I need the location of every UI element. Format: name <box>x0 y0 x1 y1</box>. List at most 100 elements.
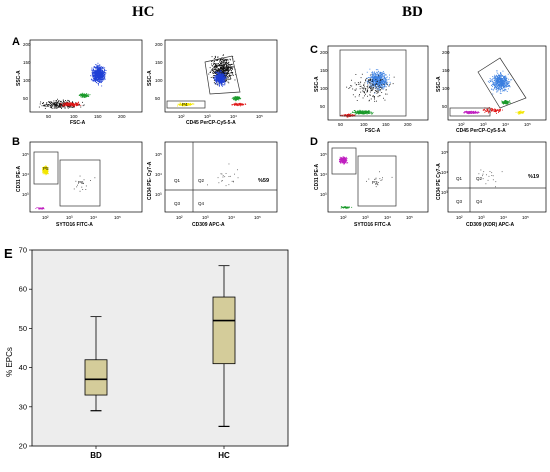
event-dot <box>520 110 522 112</box>
event-dot <box>370 111 372 113</box>
event-dot <box>102 66 104 68</box>
event-dot <box>224 82 226 84</box>
event-dot <box>378 73 380 75</box>
event-dot <box>99 74 101 76</box>
event-dot <box>185 103 187 105</box>
event-dot <box>237 98 239 100</box>
event-dot <box>382 88 384 90</box>
event-dot <box>86 93 88 94</box>
event-dot <box>219 69 221 71</box>
event-dot <box>95 76 97 78</box>
event-dot <box>78 102 79 104</box>
event-dot <box>46 172 47 174</box>
event-dot <box>503 82 505 84</box>
event-dot <box>368 110 370 112</box>
panel-a-scatter-xtick: 100 <box>70 114 78 119</box>
event-dot <box>470 112 472 114</box>
event-dot <box>221 81 223 83</box>
event-dot <box>377 96 379 98</box>
event-dot <box>484 109 485 110</box>
event-dot <box>51 104 53 105</box>
event-dot <box>365 87 367 89</box>
panel-c-cd45-ytick: 150 <box>442 68 450 73</box>
event-dot <box>498 89 500 91</box>
event-dot <box>376 78 378 80</box>
event-dot <box>47 104 49 105</box>
event-dot <box>60 102 62 104</box>
event-dot <box>494 86 496 88</box>
panel-d-syto-plot: P3 CD31 PE-A SYTO16 FITC-A 10³ 10⁴ 10⁵ 1… <box>314 141 429 228</box>
event-dot <box>228 62 229 64</box>
event-dot <box>495 87 497 89</box>
event-dot <box>95 73 97 75</box>
event-dot <box>97 72 99 74</box>
event-dot <box>383 87 385 89</box>
event-dot <box>58 105 60 106</box>
event-dot <box>503 80 504 82</box>
event-dot <box>91 67 93 69</box>
panel-c-scatter-xlabel: FSC-A <box>365 128 381 134</box>
event-dot <box>380 80 381 82</box>
event-dot <box>184 104 186 105</box>
event-dot <box>97 79 99 81</box>
event-dot <box>228 78 230 80</box>
event-dot <box>76 105 78 106</box>
event-dot <box>363 91 365 93</box>
event-dot <box>90 180 91 181</box>
event-dot <box>67 106 69 107</box>
event-dot <box>373 79 374 81</box>
event-dot <box>92 71 94 73</box>
event-dot <box>225 59 227 61</box>
event-dot <box>218 65 220 67</box>
event-dot <box>100 82 102 84</box>
panel-letter-b: B <box>12 136 20 148</box>
event-dot <box>376 83 378 85</box>
event-dot <box>219 85 220 86</box>
event-dot <box>178 104 180 106</box>
event-dot <box>92 70 94 72</box>
event-dot <box>227 70 228 72</box>
event-dot <box>80 95 82 97</box>
event-dot <box>505 79 507 81</box>
event-dot <box>75 104 77 106</box>
event-dot <box>213 75 215 76</box>
event-dot <box>102 74 104 75</box>
event-dot <box>355 113 357 115</box>
event-dot <box>44 172 46 174</box>
event-dot <box>357 112 359 114</box>
event-dot <box>82 92 84 94</box>
event-dot <box>231 180 233 182</box>
event-dot <box>361 111 362 113</box>
event-dot <box>365 89 367 91</box>
event-dot <box>219 68 221 70</box>
event-dot <box>224 71 225 73</box>
event-dot <box>97 74 99 76</box>
event-dot <box>351 85 353 87</box>
event-dot <box>377 91 379 93</box>
event-dot <box>502 70 504 72</box>
event-dot <box>356 111 357 113</box>
panel-b-q1: Q1 <box>174 178 181 183</box>
event-dot <box>228 61 230 63</box>
event-dot <box>103 73 105 75</box>
event-dot <box>76 103 78 105</box>
event-dot <box>229 76 231 77</box>
event-dot <box>177 103 179 105</box>
event-dot <box>371 80 373 82</box>
event-dot <box>363 85 364 86</box>
event-dot <box>487 80 489 82</box>
event-dot <box>380 75 381 77</box>
event-dot <box>389 83 391 85</box>
event-dot <box>220 82 222 84</box>
event-dot <box>368 110 370 112</box>
event-dot <box>64 107 66 109</box>
event-dot <box>508 86 510 87</box>
event-dot <box>41 208 43 209</box>
event-dot <box>102 72 104 74</box>
event-dot <box>101 85 103 87</box>
event-dot <box>364 92 365 94</box>
event-dot <box>97 76 99 78</box>
event-dot <box>227 69 229 71</box>
event-dot <box>99 79 101 81</box>
event-dot <box>501 79 503 81</box>
